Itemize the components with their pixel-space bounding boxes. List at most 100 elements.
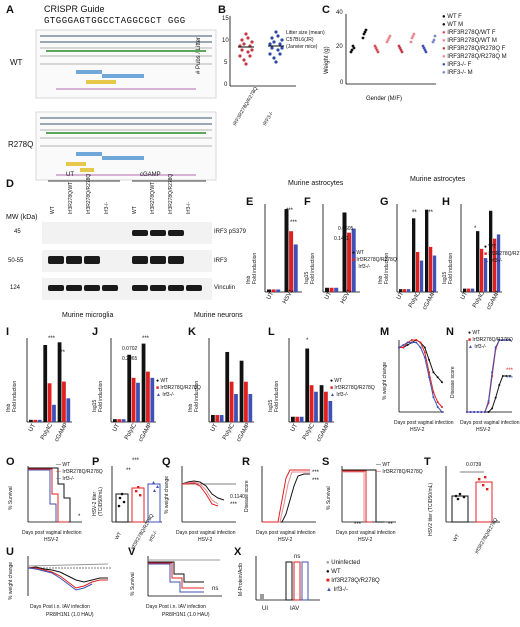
v-xlabel: Days Post i.n. IAV infection bbox=[146, 604, 206, 610]
chart-h bbox=[460, 204, 502, 293]
bar-l-1-0 bbox=[305, 348, 310, 422]
b-ytick-15: 15 bbox=[222, 16, 229, 22]
point-m-1-6 bbox=[423, 351, 426, 354]
bar-f-1-2 bbox=[351, 228, 356, 292]
bar-g-0-0 bbox=[399, 289, 403, 292]
f-stat-1: 0.0605 bbox=[338, 226, 354, 232]
bar-g-0-1 bbox=[402, 289, 407, 292]
panel-label-r: R bbox=[242, 456, 250, 468]
d-lane-5: WT bbox=[132, 206, 138, 214]
panel-label-j: J bbox=[92, 326, 99, 338]
bar-l-0-0 bbox=[291, 416, 295, 422]
point-n-2-1 bbox=[469, 411, 472, 413]
bar-j-2-0 bbox=[141, 343, 146, 422]
j-stat-3: *** bbox=[142, 336, 150, 342]
s-stat-1: *** bbox=[354, 522, 362, 528]
bar-e-0-0 bbox=[267, 289, 271, 292]
point-n-0-11 bbox=[505, 375, 508, 377]
legend-x: ● Uninfected ● WT ■ Irf3R278Q/R278Q ▲ Ir… bbox=[326, 560, 380, 596]
c-xlabel: Gender (M/F) bbox=[366, 96, 403, 102]
panel-label-q: Q bbox=[162, 456, 171, 468]
panel-label-k: K bbox=[188, 326, 196, 338]
bar-k-1-2 bbox=[234, 394, 238, 422]
bar-f-0-2 bbox=[334, 287, 339, 292]
g-stat-1: ** bbox=[412, 210, 417, 216]
r-stat-1: *** bbox=[312, 470, 320, 476]
c-legend-hom-m: ● IRF3R278Q/R278Q M bbox=[442, 54, 507, 60]
d-lane-8: Irf3-/- bbox=[186, 202, 192, 214]
q-stat-1: 0.1140 bbox=[230, 494, 245, 500]
q-stat-2: *** bbox=[230, 502, 238, 508]
f-ylabel: Isg15 Fold induction bbox=[304, 252, 316, 284]
bar-h-2-2 bbox=[496, 234, 501, 292]
point-m-1-1 bbox=[402, 346, 405, 349]
point-m-2-6 bbox=[423, 356, 426, 359]
d-lane-1: WT bbox=[50, 206, 56, 214]
chart-f bbox=[322, 204, 360, 293]
d-group-ut: UT bbox=[66, 172, 74, 178]
point-m-1-9 bbox=[436, 401, 439, 404]
bar-g-2-0 bbox=[425, 209, 429, 292]
panel-label-p: P bbox=[92, 456, 100, 468]
series-m-1 bbox=[399, 339, 443, 408]
panel-label-i: I bbox=[6, 326, 10, 338]
legend-s-wt: — WT bbox=[376, 462, 391, 468]
c-legend-ko-f: ● IRF3-/- F bbox=[442, 62, 472, 68]
point-n-0-9 bbox=[498, 384, 501, 386]
bar-i-0-0 bbox=[29, 419, 33, 422]
chart-p bbox=[111, 466, 162, 523]
legend-j-wt: ● WT bbox=[156, 378, 169, 384]
point-m-2-0 bbox=[398, 346, 400, 349]
v-ylabel: % Survival bbox=[130, 572, 136, 596]
c-legend-het-m: ● IRF3R278Q/WT M bbox=[442, 38, 497, 44]
bar-h-1-0 bbox=[476, 231, 480, 292]
panel-label-l: L bbox=[268, 326, 275, 338]
legend-o-wt: — WT bbox=[56, 462, 71, 468]
panel-label-x: X bbox=[234, 546, 242, 558]
chart-q bbox=[181, 466, 236, 523]
panel-label-a: A bbox=[6, 4, 14, 16]
ylabel-weight: Weight (g) bbox=[324, 46, 330, 74]
point-m-2-9 bbox=[436, 406, 439, 409]
r-ylabel: Disease score bbox=[244, 480, 250, 512]
point-n-2-7 bbox=[491, 371, 494, 374]
panel-label-e: E bbox=[246, 196, 254, 208]
panel-b-chart bbox=[229, 16, 296, 87]
m-xlabel-virus: HSV-2 bbox=[410, 427, 425, 433]
point-m-0-6 bbox=[423, 346, 426, 349]
point-m-1-4 bbox=[415, 339, 418, 341]
title-astro-2: Murine astrocytes bbox=[410, 176, 466, 183]
legend-x-wt: ● WT bbox=[326, 569, 341, 575]
point-n-2-6 bbox=[487, 400, 490, 403]
x-xtick-iav: IAV bbox=[290, 606, 300, 612]
n-ylabel: Disease score bbox=[450, 366, 456, 398]
b-ytick-5: 5 bbox=[224, 60, 228, 66]
series-m-0 bbox=[399, 339, 443, 383]
sequence-alignment-wt bbox=[35, 29, 217, 99]
point-n-2-3 bbox=[476, 411, 479, 413]
panel-label-t: T bbox=[424, 456, 431, 468]
bar-j-2-1 bbox=[146, 371, 150, 422]
panel-label-b: B bbox=[218, 4, 226, 16]
chart-e bbox=[264, 204, 302, 293]
bar-f-1-0 bbox=[342, 212, 347, 292]
chart-l bbox=[288, 338, 334, 423]
legend-h-ko: ▲ Irf3-/- bbox=[484, 258, 503, 264]
bar-e-1-0 bbox=[284, 209, 289, 292]
legend-f-wt: ● WT bbox=[352, 250, 365, 256]
sequence-alignment-r278q bbox=[35, 111, 217, 181]
bar-h-1-1 bbox=[479, 248, 484, 292]
bar-l-0-1 bbox=[295, 416, 300, 422]
ylabel-pups-per-litter: # Pubs / Litter bbox=[196, 36, 202, 74]
bar-l-2-1 bbox=[324, 391, 328, 422]
h-ylabel: Isg15 Fold induction bbox=[442, 252, 454, 284]
chart-v bbox=[147, 556, 222, 597]
o-stat-1: * bbox=[78, 514, 81, 520]
c-ytick-20: 20 bbox=[336, 44, 343, 50]
point-m-2-1 bbox=[402, 343, 405, 346]
c-legend-ko-m: ● IRF3-/- M bbox=[442, 70, 473, 76]
n-xlabel-virus: HSV-2 bbox=[476, 427, 491, 433]
legend-h-hom: ■ Irf3R278Q/R278Q bbox=[484, 251, 520, 257]
point-n-0-12 bbox=[509, 375, 511, 377]
chart-g bbox=[396, 204, 438, 293]
